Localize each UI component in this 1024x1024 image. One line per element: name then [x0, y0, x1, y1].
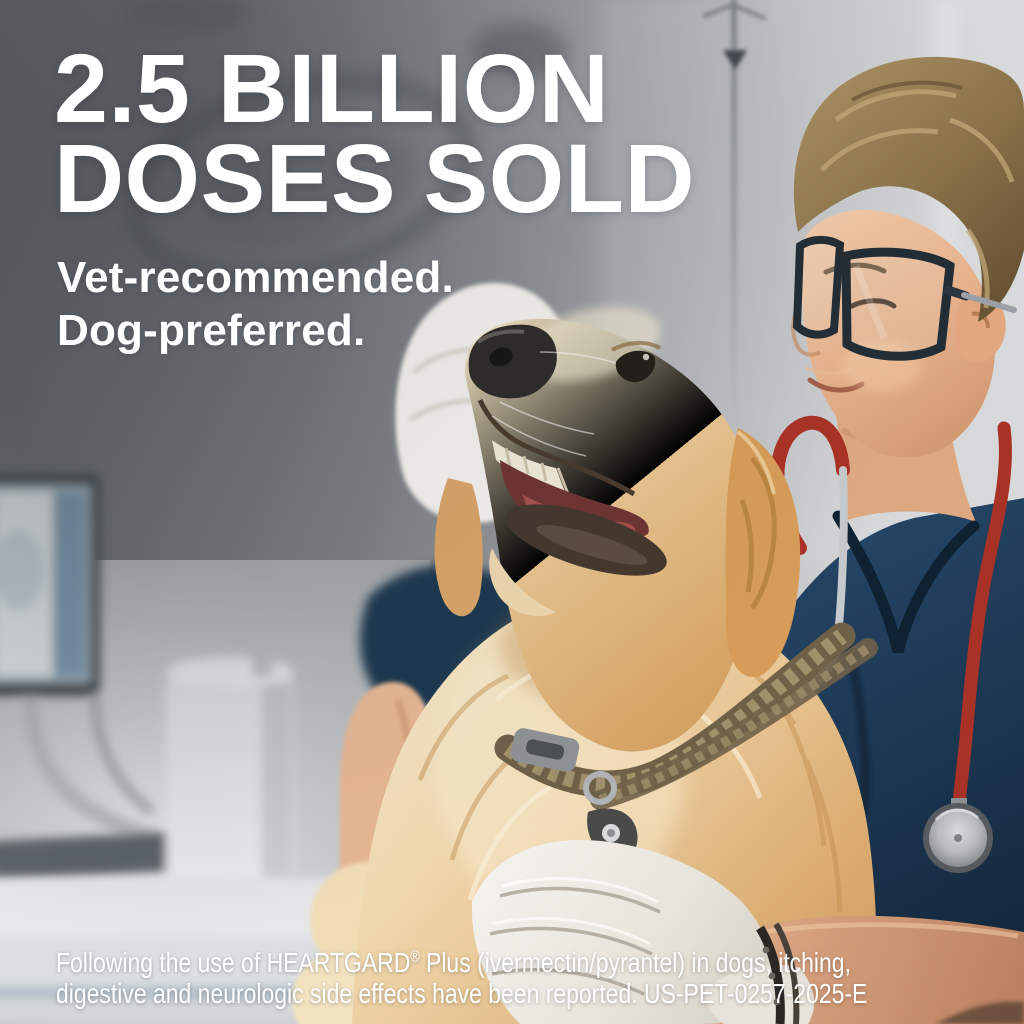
- headline-line-1: 2.5 BILLION: [54, 34, 610, 143]
- headline-line-2: DOSES SOLD: [54, 124, 695, 234]
- safety-disclaimer: Following the use of HEARTGARD® Plus (iv…: [56, 947, 1024, 1010]
- disclaimer-line-1: Following the use of HEARTGARD® Plus (iv…: [56, 947, 851, 978]
- subheadline-line-2: Dog-preferred.: [57, 305, 366, 355]
- headline: 2.5 BILLION DOSES SOLD: [54, 34, 695, 234]
- disclaimer-line-2: digestive and neurologic side effects ha…: [56, 978, 868, 1010]
- subheadline-line-1: Vet-recommended.: [57, 253, 454, 302]
- subheadline: Vet-recommended. Dog-preferred.: [57, 252, 454, 358]
- registered-trademark-symbol: ®: [410, 948, 420, 966]
